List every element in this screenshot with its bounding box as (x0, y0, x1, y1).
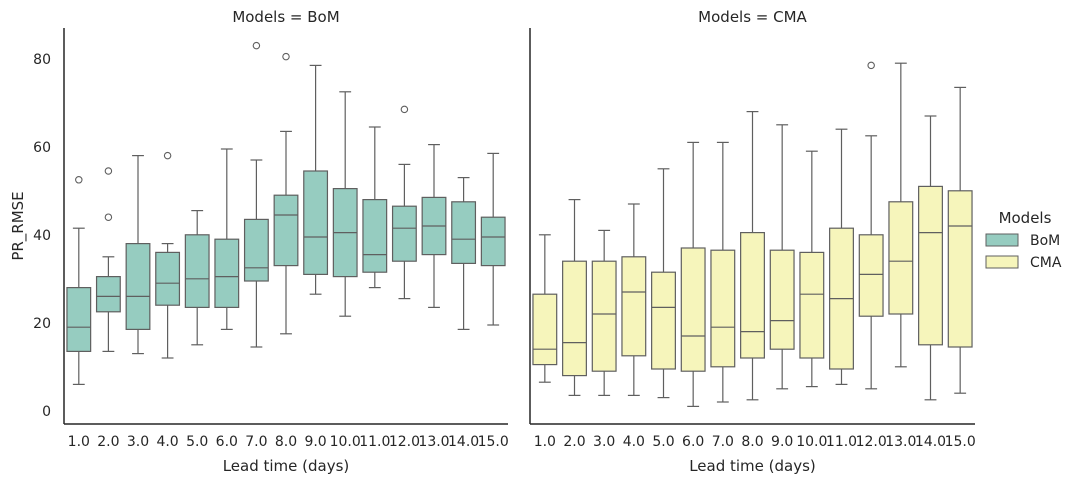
outlier-point (75, 176, 83, 184)
x-axis-label: Lead time (days) (689, 457, 816, 475)
x-tick-label: 3.0 (593, 434, 615, 450)
y-tick-label: 20 (33, 316, 51, 332)
facet-title: Models = BoM (232, 8, 339, 26)
box-cma-10.0 (799, 251, 825, 359)
y-tick-label: 40 (33, 228, 51, 244)
x-axis-label: Lead time (days) (223, 457, 350, 475)
outlier-point (104, 167, 113, 175)
x-tick-label: 13.0 (418, 434, 449, 450)
box-cma-2.0 (562, 260, 587, 377)
y-tick-label: 60 (33, 140, 51, 156)
box-bom-3.0 (125, 243, 151, 331)
box-cma-6.0 (680, 247, 706, 372)
box-cma-5.0 (651, 271, 676, 370)
box-bom-5.0 (184, 234, 210, 309)
box-bom-8.0 (273, 194, 299, 267)
box-cma-15.0 (947, 190, 973, 348)
x-tick-label: 7.0 (245, 434, 267, 450)
outlier-point (867, 61, 875, 70)
x-tick-label: 1.0 (534, 434, 556, 450)
x-tick-label: 11.0 (359, 434, 390, 450)
outlier-point (163, 151, 172, 160)
x-tick-label: 8.0 (275, 434, 297, 450)
x-tick-label: 12.0 (856, 434, 887, 450)
box-cma-4.0 (621, 256, 647, 357)
box-bom-14.0 (451, 201, 477, 265)
x-tick-label: 5.0 (186, 434, 208, 450)
x-tick-label: 10.0 (330, 434, 361, 450)
legend-swatch-bom (985, 233, 1019, 247)
x-tick-label: 6.0 (216, 434, 238, 450)
x-tick-label: 15.0 (478, 434, 509, 450)
legend-label-cma: CMA (1030, 255, 1062, 271)
legend-swatch-cma (985, 255, 1019, 269)
box-cma-8.0 (740, 232, 765, 359)
x-tick-label: 4.0 (156, 434, 178, 450)
box-bom-1.0 (66, 287, 92, 353)
x-tick-label: 5.0 (652, 434, 674, 450)
box-bom-6.0 (214, 238, 240, 308)
x-tick-label: 15.0 (945, 434, 976, 450)
x-tick-label: 11.0 (826, 434, 857, 450)
x-tick-label: 12.0 (389, 434, 420, 450)
box-cma-13.0 (888, 201, 914, 315)
x-tick-label: 10.0 (796, 434, 827, 450)
outlier-point (104, 213, 113, 221)
y-tick-label: 0 (42, 404, 51, 420)
x-tick-label: 8.0 (741, 434, 763, 450)
box-bom-11.0 (362, 199, 388, 273)
box-bom-7.0 (243, 218, 269, 282)
outlier-point (400, 105, 409, 114)
legend-title: Models (999, 209, 1052, 227)
x-tick-label: 14.0 (448, 434, 479, 450)
x-tick-label: 14.0 (915, 434, 946, 450)
outlier-point (252, 41, 261, 50)
box-cma-7.0 (710, 249, 736, 368)
box-cma-14.0 (918, 185, 943, 346)
x-tick-label: 13.0 (885, 434, 916, 450)
box-cma-1.0 (532, 293, 558, 366)
box-cma-3.0 (591, 260, 617, 372)
legend-label-bom: BoM (1030, 233, 1060, 249)
x-tick-label: 4.0 (623, 434, 645, 450)
box-bom-15.0 (480, 216, 506, 267)
box-bom-9.0 (303, 170, 329, 276)
x-tick-label: 1.0 (68, 434, 90, 450)
x-tick-label: 7.0 (712, 434, 734, 450)
x-tick-label: 2.0 (563, 434, 585, 450)
x-tick-label: 3.0 (127, 434, 149, 450)
x-tick-label: 9.0 (771, 434, 793, 450)
box-cma-12.0 (858, 234, 884, 317)
outlier-point (282, 52, 290, 61)
box-bom-12.0 (391, 205, 417, 262)
facet-title: Models = CMA (698, 8, 807, 26)
x-tick-label: 2.0 (97, 434, 119, 450)
box-bom-4.0 (155, 251, 181, 306)
box-bom-2.0 (95, 276, 121, 313)
x-tick-label: 6.0 (682, 434, 704, 450)
y-tick-label: 80 (33, 52, 51, 68)
y-axis-label: PR_RMSE (9, 191, 28, 260)
x-tick-label: 9.0 (304, 434, 326, 450)
box-cma-9.0 (769, 249, 795, 350)
